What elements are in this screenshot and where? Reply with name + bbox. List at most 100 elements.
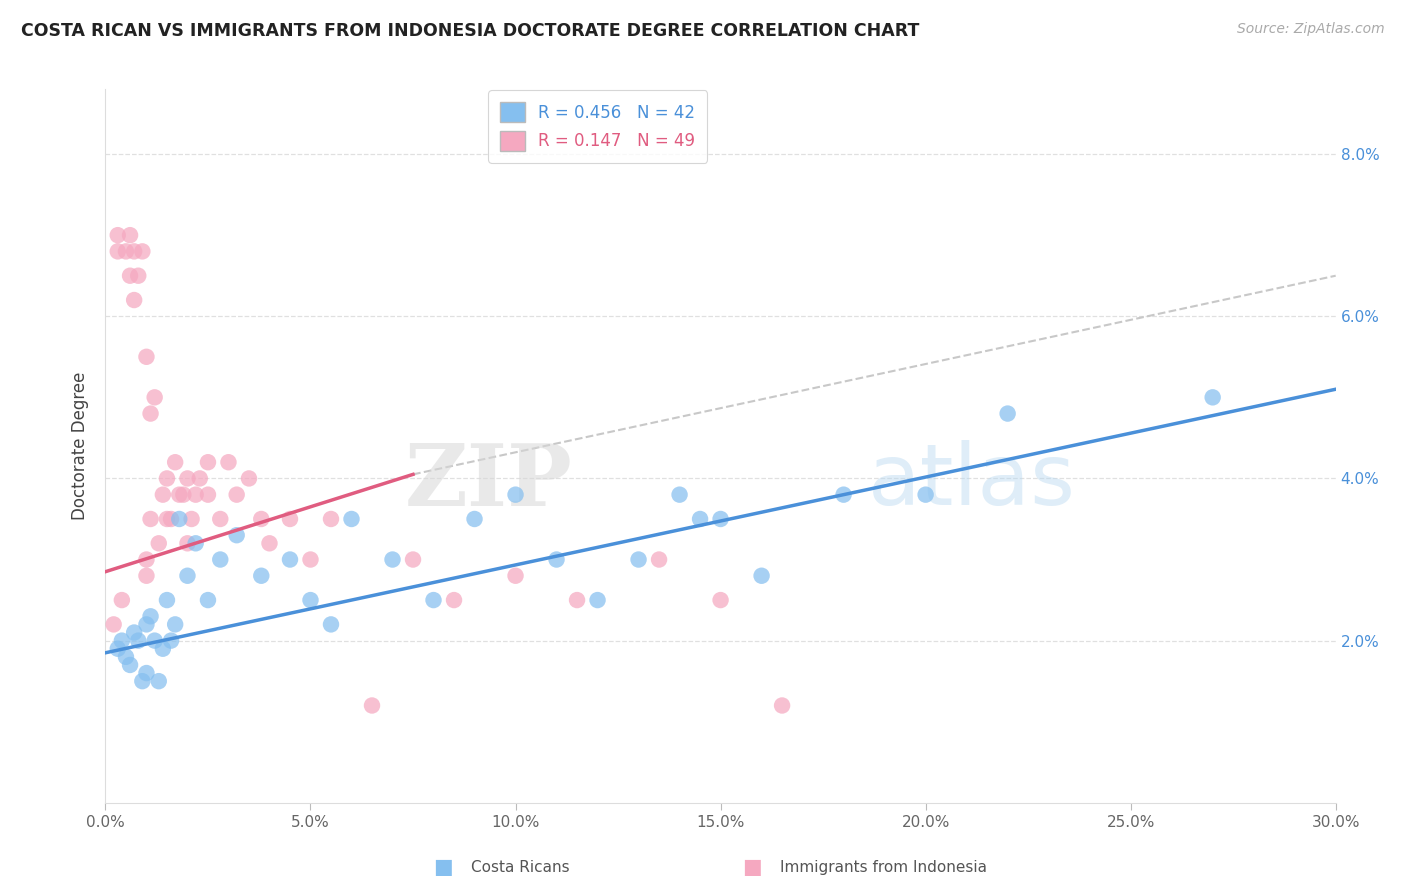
Point <box>160 512 183 526</box>
Point <box>402 552 425 566</box>
Point <box>143 390 166 404</box>
Point <box>225 528 247 542</box>
Legend: R = 0.456   N = 42, R = 0.147   N = 49: R = 0.456 N = 42, R = 0.147 N = 49 <box>488 90 707 162</box>
Point <box>188 471 211 485</box>
Point <box>111 593 134 607</box>
Point <box>197 455 219 469</box>
Point <box>250 568 273 582</box>
Point <box>299 593 322 607</box>
Point <box>668 488 690 502</box>
Point <box>914 488 936 502</box>
Point <box>340 512 363 526</box>
Point <box>464 512 486 526</box>
Point <box>176 471 198 485</box>
Text: Costa Ricans: Costa Ricans <box>471 860 569 874</box>
Point <box>381 552 404 566</box>
Point <box>710 593 733 607</box>
Text: Immigrants from Indonesia: Immigrants from Indonesia <box>780 860 987 874</box>
Point <box>103 617 125 632</box>
Point <box>197 593 219 607</box>
Point <box>180 512 202 526</box>
Y-axis label: Doctorate Degree: Doctorate Degree <box>72 372 90 520</box>
Point <box>209 552 232 566</box>
Point <box>139 609 162 624</box>
Point <box>165 455 187 469</box>
Point <box>546 552 568 566</box>
Point <box>299 552 322 566</box>
Point <box>689 512 711 526</box>
Point <box>135 568 157 582</box>
Text: atlas: atlas <box>869 440 1076 524</box>
Text: ■: ■ <box>742 857 762 877</box>
Point <box>122 625 145 640</box>
Point <box>627 552 650 566</box>
Point <box>209 512 232 526</box>
Point <box>278 512 301 526</box>
Point <box>152 488 174 502</box>
Point <box>135 666 157 681</box>
Text: COSTA RICAN VS IMMIGRANTS FROM INDONESIA DOCTORATE DEGREE CORRELATION CHART: COSTA RICAN VS IMMIGRANTS FROM INDONESIA… <box>21 22 920 40</box>
Point <box>169 512 191 526</box>
Point <box>135 552 157 566</box>
Point <box>1201 390 1223 404</box>
Point <box>148 536 170 550</box>
Point <box>176 568 198 582</box>
Point <box>250 512 273 526</box>
Point <box>122 293 145 307</box>
Point <box>160 633 183 648</box>
Point <box>148 674 170 689</box>
Point <box>115 649 138 664</box>
Point <box>505 488 527 502</box>
Point <box>361 698 384 713</box>
Point <box>107 641 129 656</box>
Text: ZIP: ZIP <box>405 440 574 524</box>
Point <box>422 593 444 607</box>
Point <box>278 552 301 566</box>
Point <box>169 488 191 502</box>
Point <box>152 641 174 656</box>
Point <box>156 512 179 526</box>
Point <box>319 512 342 526</box>
Point <box>259 536 281 550</box>
Point <box>505 568 527 582</box>
Point <box>197 488 219 502</box>
Point <box>770 698 793 713</box>
Point <box>122 244 145 259</box>
Point <box>107 228 129 243</box>
Point <box>139 407 162 421</box>
Point <box>120 228 141 243</box>
Point <box>127 268 149 283</box>
Point <box>135 350 157 364</box>
Point <box>115 244 138 259</box>
Point <box>139 512 162 526</box>
Point <box>443 593 465 607</box>
Point <box>131 674 153 689</box>
Point <box>832 488 855 502</box>
Point <box>648 552 671 566</box>
Point <box>184 536 207 550</box>
Point <box>176 536 198 550</box>
Point <box>172 488 194 502</box>
Point <box>120 268 141 283</box>
Point <box>565 593 588 607</box>
Point <box>111 633 134 648</box>
Point <box>143 633 166 648</box>
Point <box>127 633 149 648</box>
Text: ■: ■ <box>433 857 453 877</box>
Point <box>997 407 1019 421</box>
Point <box>156 471 179 485</box>
Point <box>710 512 733 526</box>
Point <box>238 471 260 485</box>
Point <box>107 244 129 259</box>
Point <box>156 593 179 607</box>
Point <box>218 455 240 469</box>
Point <box>120 657 141 672</box>
Point <box>319 617 342 632</box>
Point <box>586 593 609 607</box>
Text: Source: ZipAtlas.com: Source: ZipAtlas.com <box>1237 22 1385 37</box>
Point <box>131 244 153 259</box>
Point <box>184 488 207 502</box>
Point <box>135 617 157 632</box>
Point <box>165 617 187 632</box>
Point <box>751 568 773 582</box>
